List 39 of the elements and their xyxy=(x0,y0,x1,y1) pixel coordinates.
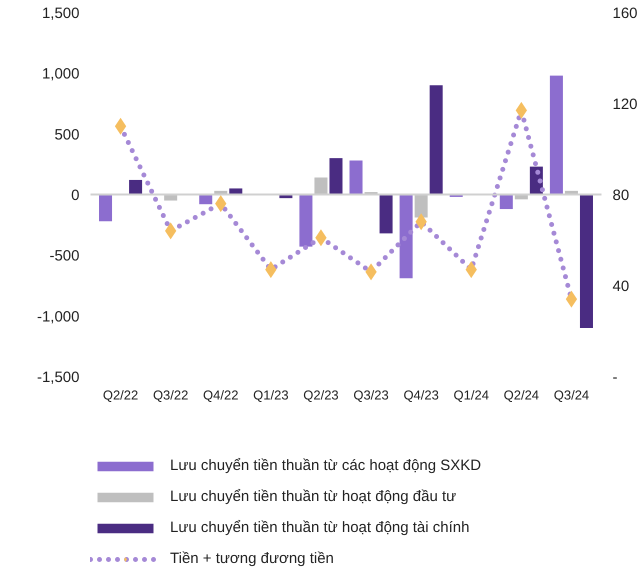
x-tick-label: Q1/24 xyxy=(454,388,489,402)
y-tick-label: 500 xyxy=(54,126,80,144)
x-tick-label: Q3/23 xyxy=(353,388,389,402)
y-tick-label: -500 xyxy=(49,248,80,265)
y-tick-label: 1,000 xyxy=(42,66,80,83)
legend-label: Tiền + tương đương tiền xyxy=(170,550,334,567)
bar xyxy=(99,194,112,222)
x-tick-label: Q3/24 xyxy=(554,388,590,402)
x-tick-label: Q4/23 xyxy=(403,388,439,402)
bar xyxy=(299,194,312,247)
x-tick-label: Q4/22 xyxy=(203,388,238,402)
y2-tick-label: 40 xyxy=(612,278,630,295)
bar xyxy=(500,194,513,210)
legend-label: Lưu chuyển tiền thuần từ hoạt động đầu tư xyxy=(170,488,456,505)
y-tick-label: 0 xyxy=(71,187,80,204)
bar xyxy=(430,85,443,194)
bar xyxy=(414,194,428,218)
x-tick-label: Q3/22 xyxy=(152,388,188,402)
legend-label: Lưu chuyển tiền thuần từ hoạt động tài chính xyxy=(170,519,470,536)
bar xyxy=(329,158,342,194)
bar xyxy=(400,194,413,278)
y2-tick-label: - xyxy=(612,369,618,386)
bar xyxy=(350,160,363,194)
y2-tick-label: 120 xyxy=(612,96,638,113)
y2-tick-label: 80 xyxy=(612,187,630,204)
bar xyxy=(314,178,328,194)
y-tick-label: -1,000 xyxy=(36,308,80,326)
y2-tick-label: 160 xyxy=(612,5,638,22)
bar xyxy=(380,194,393,234)
bar xyxy=(129,180,142,194)
legend-label: Lưu chuyển tiền thuần từ các hoạt động SXKD xyxy=(170,457,482,474)
x-tick-label: Q2/22 xyxy=(102,388,138,402)
y-tick-label: 1,500 xyxy=(42,5,80,22)
x-tick-label: Q2/23 xyxy=(303,388,339,402)
x-tick-label: Q2/24 xyxy=(504,388,540,402)
bar xyxy=(580,194,593,328)
bar xyxy=(550,76,563,194)
y-tick-label: -1,500 xyxy=(36,369,80,386)
x-tick-label: Q1/23 xyxy=(253,388,289,402)
